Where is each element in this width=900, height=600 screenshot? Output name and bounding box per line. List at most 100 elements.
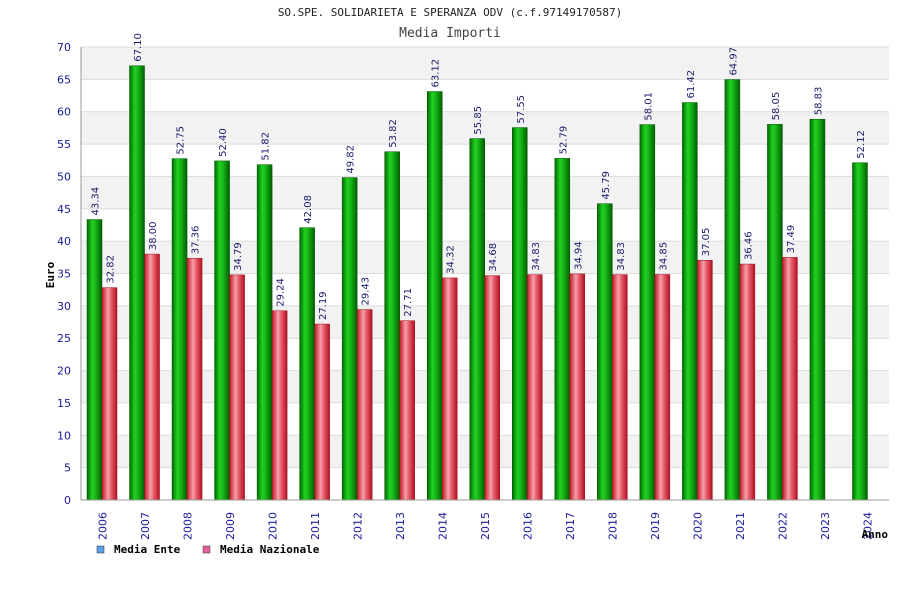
data-label: 67.10 [133,33,144,62]
data-label: 58.01 [643,92,654,121]
x-tick-label: 2008 [181,512,194,540]
data-label: 37.49 [786,225,797,254]
x-tick-label: 2006 [96,512,109,540]
bar-media-ente-2014 [426,91,443,501]
bar-media-ente-2018 [597,203,613,501]
x-tick-label: 2016 [522,512,535,540]
x-tick-label: 2018 [607,512,620,540]
y-tick-label: 5 [64,462,71,475]
bar-media-ente-2019 [639,124,656,501]
bar-media-nazionale-2018 [612,274,628,501]
y-tick-label: 60 [57,106,71,119]
x-tick-label: 2021 [734,512,747,540]
y-axis-label: Euro [44,261,57,288]
data-label: 49.82 [346,145,357,174]
axes: 0 5 10 15 20 25 30 35 40 45 50 55 60 65 70 2006 2007 2008… [57,41,889,540]
x-tick-label: 2013 [394,512,407,540]
data-label: 45.79 [601,171,612,200]
data-label: 58.05 [771,92,782,121]
x-tick-label: 2007 [139,512,152,540]
bar-media-ente-2023 [809,119,826,501]
y-tick-label: 70 [57,41,71,54]
data-label: 58.83 [813,87,824,116]
x-tick-label: 2022 [777,512,790,540]
data-label: 32.82 [106,255,117,284]
x-tick-label: 2017 [564,512,577,540]
y-tick-label: 0 [64,494,71,507]
data-label: 42.08 [303,195,314,224]
bar-media-ente-2024 [852,162,868,501]
legend-swatch-media-ente [96,545,105,554]
data-label: 61.42 [686,70,697,99]
data-label: 34.83 [616,242,627,271]
grid-band [81,79,889,112]
data-label: 38.00 [148,221,159,250]
bar-media-nazionale-2016 [527,274,543,501]
y-tick-label: 30 [57,300,71,313]
data-label: 37.36 [191,226,202,255]
bar-media-nazionale-2019 [654,274,671,501]
x-tick-label: 2020 [692,512,705,540]
data-label: 34.79 [233,242,244,271]
chart-subtitle: Media Importi [399,26,501,41]
y-tick-label: 40 [57,235,71,248]
data-label: 27.19 [318,291,329,320]
bar-media-ente-2020 [682,102,698,501]
bar-media-nazionale-2007 [144,253,160,501]
x-tick-label: 2023 [819,512,832,540]
legend-label-media-nazionale: Media Nazionale [220,543,320,556]
bar-media-nazionale-2017 [569,273,586,501]
x-tick-label: 2011 [309,512,322,540]
y-tick-label: 65 [57,73,71,86]
legend: Media Ente Media Nazionale [96,543,320,556]
data-label: 64.97 [728,47,739,76]
x-axis-label: Anno [862,528,889,541]
data-label: 55.85 [473,106,484,135]
x-tick-label: 2009 [224,512,237,540]
bar-media-ente-2012 [341,177,358,501]
y-tick-label: 50 [57,170,71,183]
y-tick-label: 15 [57,397,71,410]
bar-media-ente-2022 [767,124,783,501]
bar-media-nazionale-2006 [101,287,118,501]
data-label: 52.12 [856,130,867,159]
legend-swatch-media-nazionale [202,545,211,554]
data-label: 34.68 [488,243,499,272]
data-label: 63.12 [431,59,442,88]
bar-media-ente-2008 [171,158,188,501]
x-tick-label: 2010 [266,512,279,540]
data-label: 52.40 [218,128,229,157]
bar-media-ente-2013 [384,151,400,501]
data-label: 43.34 [91,187,102,216]
bar-media-nazionale-2012 [356,309,373,501]
chart-title: SO.SPE. SOLIDARIETA E SPERANZA ODV (c.f.… [278,6,622,19]
bar-media-ente-2007 [129,65,145,501]
bar-media-nazionale-2010 [271,310,288,501]
y-tick-label: 55 [57,138,71,151]
data-label: 34.85 [658,242,669,271]
bar-media-ente-2016 [512,127,528,501]
x-tick-label: 2014 [436,512,449,540]
bar-media-nazionale-2015 [484,275,500,501]
data-label: 57.55 [516,95,527,124]
y-tick-label: 45 [57,203,71,216]
bar-media-nazionale-2011 [314,323,330,501]
bar-media-nazionale-2022 [782,257,798,501]
bar-media-nazionale-2009 [229,274,245,501]
y-tick-label: 25 [57,332,71,345]
bar-media-ente-2006 [86,219,103,501]
data-label: 27.71 [403,288,414,317]
data-labels: 43.34 32.82 67.10 38.00 52.75 37.36 52.40 34.79… [91,33,867,320]
x-tick-label: 2024 [862,512,875,540]
bar-media-ente-2010 [256,164,273,501]
grid-band [81,111,889,145]
data-label: 52.75 [176,126,187,155]
bar-media-ente-2015 [469,138,485,501]
bar-media-nazionale-2021 [739,263,756,501]
data-label: 36.46 [743,231,754,260]
bar-media-ente-2009 [214,160,230,501]
data-label: 37.05 [701,228,712,257]
legend-label-media-ente: Media Ente [114,543,181,556]
data-label: 34.83 [531,242,542,271]
